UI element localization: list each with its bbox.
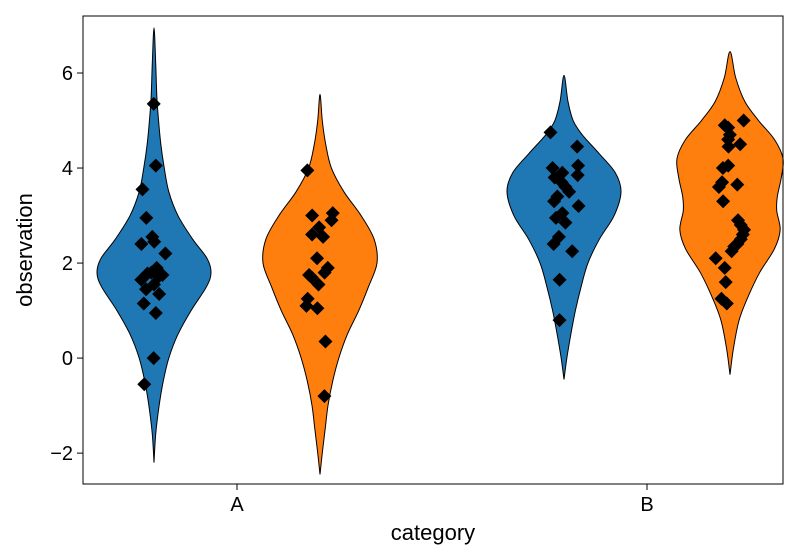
data-point: [135, 182, 150, 197]
data-point: [724, 244, 739, 259]
data-point: [152, 286, 167, 301]
y-tick-label: −2: [50, 443, 73, 465]
data-point: [730, 177, 745, 192]
data-point: [139, 210, 154, 225]
data-point: [134, 272, 149, 287]
data-point: [305, 227, 320, 242]
data-point: [299, 298, 314, 313]
data-point: [571, 199, 586, 214]
y-tick-label: 0: [62, 348, 73, 370]
data-point: [316, 229, 331, 244]
data-point: [570, 168, 585, 183]
y-axis-label: observation: [12, 193, 37, 307]
data-point: [711, 180, 726, 195]
data-point: [305, 208, 320, 223]
data-point: [558, 215, 573, 230]
data-point: [552, 272, 567, 287]
data-point: [565, 244, 580, 259]
data-point: [545, 161, 560, 176]
data-point: [721, 139, 736, 154]
data-point: [570, 139, 585, 154]
data-point: [146, 351, 161, 366]
data-point: [548, 210, 563, 225]
data-point: [147, 234, 162, 249]
data-point: [719, 296, 734, 311]
data-point: [136, 296, 151, 311]
data-point: [311, 277, 326, 292]
data-point: [148, 158, 163, 173]
data-point: [300, 163, 315, 178]
data-point: [715, 161, 730, 176]
x-tick-label: A: [230, 494, 244, 516]
data-point: [718, 275, 733, 290]
data-point: [543, 125, 558, 140]
y-tick-label: 6: [62, 63, 73, 85]
data-point: [324, 213, 339, 228]
x-tick-label: B: [640, 494, 653, 516]
data-point: [137, 377, 152, 392]
data-point: [552, 313, 567, 328]
data-point: [310, 301, 325, 316]
data-point: [134, 237, 149, 252]
data-point: [317, 265, 332, 280]
plot-frame: [82, 15, 784, 485]
violin-b-2: [676, 51, 784, 375]
data-point: [716, 194, 731, 209]
data-point: [310, 251, 325, 266]
x-axis-label: category: [391, 520, 475, 545]
data-point: [708, 251, 723, 266]
y-tick-label: 2: [62, 253, 73, 275]
points-layer: [134, 96, 752, 404]
data-point: [146, 96, 161, 111]
data-point: [148, 305, 163, 320]
data-point: [318, 334, 333, 349]
data-point: [717, 260, 732, 275]
data-point: [571, 158, 586, 173]
data-point: [158, 246, 173, 261]
y-axis-ticks: −2 0 2 4 6: [50, 63, 83, 465]
data-point: [547, 194, 562, 209]
data-point: [139, 282, 154, 297]
data-point: [317, 389, 332, 404]
data-point: [546, 237, 561, 252]
data-point: [733, 137, 748, 152]
data-point: [736, 113, 751, 128]
y-tick-label: 4: [62, 158, 73, 180]
data-point: [562, 184, 577, 199]
